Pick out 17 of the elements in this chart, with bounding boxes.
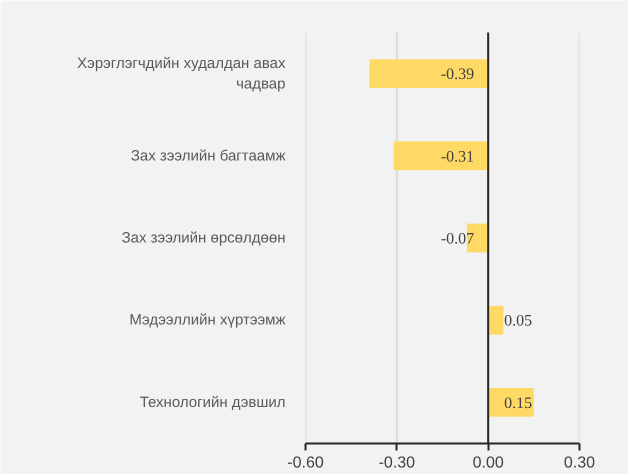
y-tick-label: Мэдээллийн хүртээмж [129, 312, 286, 329]
bar [369, 59, 488, 88]
y-tick-label: Зах зээлийн өрсөлдөөн [122, 230, 286, 246]
bar [488, 306, 504, 335]
y-tick-label: Зах зээлийн багтаамж [130, 147, 286, 164]
x-tick-label: 0.00 [472, 454, 504, 472]
x-tick-label: 0.30 [564, 454, 596, 472]
data-label: 0.05 [504, 312, 532, 330]
x-tick-label: -0.60 [287, 454, 324, 472]
bar [488, 388, 534, 417]
y-tick-label: Технологийн дэвшил [140, 394, 286, 411]
data-label: -0.39 [440, 66, 474, 84]
data-label: 0.15 [504, 394, 532, 412]
y-tick-label: Хэрэглэгчдийн худалдан авах чадвар [77, 54, 286, 92]
bar [394, 141, 488, 170]
data-label: -0.31 [440, 148, 474, 166]
x-tick-label: -0.30 [378, 454, 416, 472]
